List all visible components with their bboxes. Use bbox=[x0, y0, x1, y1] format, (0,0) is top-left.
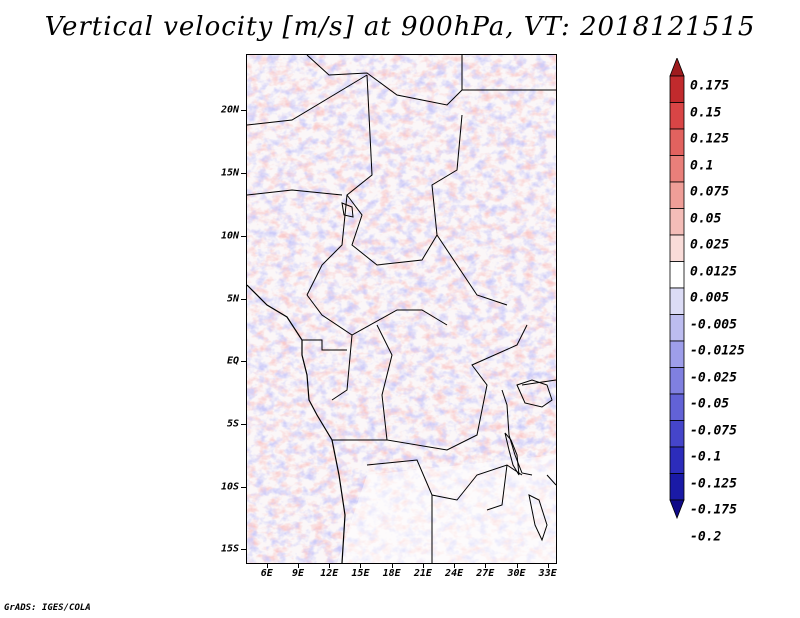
colorbar-segment bbox=[669, 420, 685, 448]
colorbar-label: -0.2 bbox=[690, 529, 722, 544]
coastline bbox=[247, 284, 346, 563]
lat-tick-mark bbox=[241, 424, 246, 426]
lon-tick-label: 6E bbox=[260, 568, 273, 579]
lat-tick-mark bbox=[241, 110, 246, 112]
lon-tick-label: 27E bbox=[476, 568, 495, 579]
lon-tick-label: 12E bbox=[320, 568, 339, 579]
lon-tick-label: 30E bbox=[507, 568, 526, 579]
colorbar-segment bbox=[669, 367, 685, 395]
colorbar-label: -0.025 bbox=[690, 370, 737, 385]
colorbar-label: -0.005 bbox=[690, 317, 737, 332]
lat-tick-label: 5S bbox=[226, 418, 239, 430]
lat-tick-label: 10N bbox=[220, 230, 239, 242]
lat-tick-label: EQ bbox=[226, 355, 239, 367]
lon-tick-mark bbox=[422, 563, 424, 568]
colorbar-label: -0.175 bbox=[690, 502, 737, 518]
lon-tick-mark bbox=[485, 563, 487, 568]
lake-victoria bbox=[516, 379, 553, 408]
lon-tick-label: 33E bbox=[538, 568, 557, 579]
colorbar-segment bbox=[669, 181, 685, 209]
calm-region bbox=[337, 455, 556, 563]
colorbar-label: 0.0125 bbox=[690, 264, 737, 279]
colorbar-label: 0.025 bbox=[690, 237, 730, 253]
lat-tick-label: 15S bbox=[220, 543, 239, 555]
lat-tick-mark bbox=[241, 361, 246, 363]
colorbar-label: -0.125 bbox=[690, 476, 737, 491]
lat-tick-mark bbox=[241, 235, 246, 237]
lon-tick-label: 21E bbox=[413, 568, 432, 579]
colorbar-label: -0.075 bbox=[690, 423, 737, 438]
lat-tick-mark bbox=[241, 173, 246, 175]
colorbar-segment bbox=[669, 446, 685, 474]
lat-tick-mark bbox=[241, 298, 246, 300]
lon-tick-mark bbox=[454, 563, 456, 568]
colorbar-label: 0.075 bbox=[690, 184, 730, 200]
colorbar bbox=[669, 58, 685, 520]
lat-tick-mark bbox=[241, 549, 246, 551]
lat-tick-label: 10S bbox=[220, 481, 239, 493]
colorbar-label: -0.0125 bbox=[690, 343, 745, 359]
colorbar-segment bbox=[669, 155, 685, 183]
map-title: Vertical velocity [m/s] at 900hPa, VT: 2… bbox=[44, 12, 756, 42]
colorbar-segment bbox=[669, 393, 685, 421]
lat-tick-mark bbox=[241, 486, 246, 488]
colorbar-segment bbox=[669, 314, 685, 342]
lat-tick-label: 5N bbox=[226, 293, 239, 305]
lake-tanganyika bbox=[504, 432, 520, 476]
lon-tick-mark bbox=[516, 563, 518, 568]
grads-credit: GrADS: IGES/COLA bbox=[4, 603, 91, 613]
colorbar-segment bbox=[669, 473, 685, 501]
lon-tick-mark bbox=[266, 563, 268, 568]
colorbar-label: 0.05 bbox=[690, 211, 722, 226]
lat-tick-label: 15N bbox=[220, 167, 239, 179]
map-panel bbox=[246, 54, 557, 564]
colorbar-label: -0.05 bbox=[690, 396, 730, 412]
lon-tick-mark bbox=[547, 563, 549, 568]
colorbar-bottom-arrow bbox=[669, 499, 685, 520]
lon-tick-label: 24E bbox=[445, 568, 464, 579]
colorbar-segment bbox=[669, 340, 685, 368]
lon-tick-mark bbox=[360, 563, 362, 568]
lake-malawi bbox=[528, 494, 548, 542]
country-borders bbox=[247, 55, 556, 563]
lon-tick-mark bbox=[329, 563, 331, 568]
colorbar-label: 0.125 bbox=[690, 131, 730, 147]
velocity-field bbox=[247, 55, 556, 563]
colorbar-segment bbox=[669, 261, 685, 289]
colorbar-segment bbox=[669, 208, 685, 236]
colorbar-top-arrow bbox=[669, 58, 685, 77]
lat-tick-label: 20N bbox=[220, 104, 239, 116]
lon-tick-label: 9E bbox=[291, 568, 305, 579]
colorbar-label: 0.175 bbox=[690, 78, 730, 94]
lake-chad bbox=[341, 202, 354, 218]
colorbar-segment bbox=[669, 234, 685, 262]
lon-tick-label: 15E bbox=[351, 568, 370, 579]
colorbar-segment bbox=[669, 287, 685, 315]
colorbar-segment bbox=[669, 75, 685, 103]
lon-tick-mark bbox=[298, 563, 300, 568]
lon-tick-mark bbox=[391, 563, 393, 568]
colorbar-label: 0.005 bbox=[690, 290, 730, 306]
colorbar-segment bbox=[669, 102, 685, 130]
colorbar-label: 0.1 bbox=[690, 158, 714, 173]
colorbar-label: 0.15 bbox=[690, 105, 722, 120]
colorbar-segment bbox=[669, 128, 685, 156]
colorbar-label: -0.1 bbox=[690, 449, 722, 465]
lon-tick-label: 18E bbox=[382, 568, 401, 579]
